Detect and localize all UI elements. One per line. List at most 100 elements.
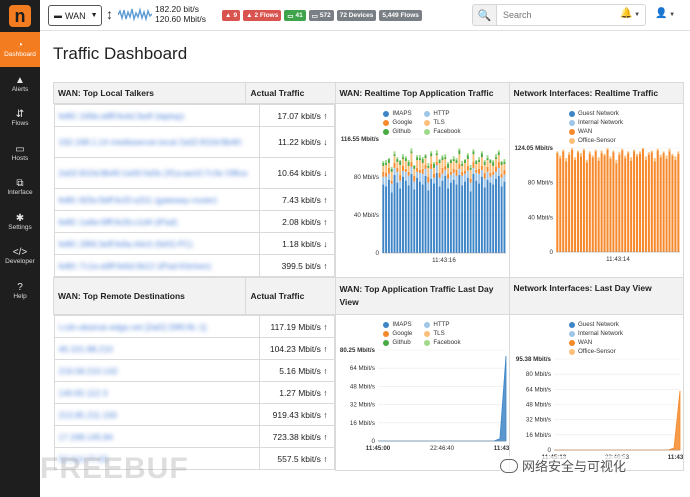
- host-link[interactable]: 52.114.77.33: [58, 453, 108, 464]
- bar-segment: [390, 180, 393, 184]
- traffic-value-cell: 7.43 kbit/s ↑: [258, 188, 335, 211]
- bar-segment: [469, 169, 472, 179]
- remote-dest-body: l.cdn-akamai-edge.net [2a02:26f0:fb::1]1…: [53, 315, 336, 470]
- sidebar-item-hosts[interactable]: ▭ Hosts: [0, 136, 40, 171]
- area-series: [377, 355, 506, 442]
- host-link[interactable]: l.cdn-akamai-edge.net [2a02:26f0:fb::1]: [58, 321, 207, 332]
- notifications-button[interactable]: 🔔 ▼: [620, 8, 640, 19]
- legend-item[interactable]: Google: [383, 330, 412, 337]
- bar-segment: [424, 175, 426, 253]
- legend-item[interactable]: IMAPS: [383, 110, 412, 117]
- bar-segment: [415, 171, 418, 178]
- top-talkers-body: fe80::169e:a8ff:fe4d:3a4f (laptop) 17.07 …: [53, 104, 336, 278]
- sidebar-item-help[interactable]: ? Help: [0, 274, 40, 309]
- legend-label: IMAPS: [392, 321, 412, 328]
- legend-item[interactable]: Office-Sensor: [568, 348, 623, 355]
- sidebar-item-dashboard[interactable]: ◔ Dashboard: [0, 32, 40, 67]
- host-link[interactable]: 46.101.88.210: [58, 343, 113, 354]
- legend-item[interactable]: Office-Sensor: [568, 137, 623, 144]
- legend-item[interactable]: Github: [383, 128, 412, 135]
- host-name-cell[interactable]: fe80::169e:a8ff:fe4d:3a4f (laptop): [53, 104, 260, 127]
- bar-segment: [486, 179, 488, 253]
- legend-item[interactable]: Guest Network: [568, 321, 623, 328]
- legend-item[interactable]: Facebook: [424, 128, 461, 135]
- legend-item[interactable]: WAN: [568, 128, 623, 135]
- interface-select-value: WAN: [65, 10, 86, 21]
- user-menu-button[interactable]: 👤 ▼: [655, 8, 675, 19]
- bar-segment: [617, 152, 620, 155]
- host-name-cell[interactable]: 17.248.145.84: [53, 425, 260, 448]
- ntop-logo[interactable]: n: [0, 0, 40, 32]
- host-link[interactable]: fe80::7c1e:a9ff:fe6d:0b12 (iPad-Kitchen): [58, 260, 211, 271]
- throughput-sparkline: [118, 7, 152, 22]
- legend-item[interactable]: HTTP: [424, 321, 460, 328]
- bar-segment: [387, 158, 390, 160]
- host-name-cell[interactable]: 192.168.1.14 mediaserver.local 2a02:810d…: [53, 126, 260, 158]
- host-link[interactable]: 2a02:810d:8b40:1e00:5d3c:2f1a:aa10:7c3e …: [58, 168, 248, 178]
- legend-item[interactable]: IMAPS: [383, 321, 412, 328]
- bar-segment: [471, 154, 474, 163]
- host-name-cell[interactable]: fe80::7c1e:a9ff:fe6d:0b12 (iPad-Kitchen): [53, 254, 260, 277]
- legend-item[interactable]: Google: [383, 119, 412, 126]
- legend-swatch: [568, 330, 575, 337]
- traffic-value-cell: 399.5 bit/s ↑: [258, 254, 335, 277]
- host-name-cell[interactable]: l.cdn-akamai-edge.net [2a02:26f0:fb::1]: [53, 315, 260, 338]
- bar-segment: [591, 155, 594, 158]
- host-link[interactable]: 216.58.210.142: [58, 365, 118, 376]
- host-name-cell[interactable]: 140.82.112.3: [53, 381, 260, 404]
- status-badge[interactable]: 72 Devices: [336, 10, 377, 21]
- legend-item[interactable]: TLS: [424, 119, 460, 126]
- host-name-cell[interactable]: 216.58.210.142: [53, 359, 260, 382]
- status-badge[interactable]: ▲ 9: [222, 10, 241, 21]
- status-badge[interactable]: ▭ 41: [284, 10, 306, 21]
- bar-segment: [594, 151, 597, 252]
- host-link[interactable]: 192.168.1.14 mediaserver.local 2a02:810d…: [58, 137, 243, 147]
- legend-label: Guest Network: [577, 110, 619, 117]
- bar-segment: [429, 153, 432, 157]
- bar-segment: [426, 190, 429, 253]
- legend-item[interactable]: TLS: [424, 330, 460, 337]
- host-name-cell[interactable]: 46.101.88.210: [53, 337, 260, 360]
- status-badge[interactable]: ▭ 572: [308, 10, 334, 21]
- host-name-cell[interactable]: fe80::82fa:5bff:fe20:a311 (gateway-route…: [53, 188, 260, 211]
- search-input[interactable]: [496, 4, 646, 26]
- arrow-down-icon: ↓: [320, 137, 328, 147]
- host-link[interactable]: fe80::1a6e:6fff:fe2b:c1d4 (iPad): [58, 216, 178, 227]
- bar-segment: [381, 184, 384, 253]
- host-name-cell[interactable]: fe80::1a6e:6fff:fe2b:c1d4 (iPad): [53, 210, 260, 233]
- traffic-value-cell: 117.19 Mbit/s ↑: [258, 315, 335, 338]
- bell-icon: 🔔: [620, 8, 633, 19]
- host-name-cell[interactable]: 52.114.77.33: [53, 447, 260, 470]
- legend-item[interactable]: Facebook: [424, 339, 461, 346]
- legend-item[interactable]: WAN: [568, 339, 623, 346]
- host-name-cell[interactable]: 213.95.211.100: [53, 403, 260, 426]
- status-badge[interactable]: ▲ 2 Flows: [243, 10, 282, 21]
- bar-segment: [469, 182, 472, 192]
- host-link[interactable]: fe80::169e:a8ff:fe4d:3a4f (laptop): [58, 110, 185, 121]
- host-link[interactable]: 213.95.211.100: [58, 409, 117, 420]
- realtime-iface-chart-cell: Guest Network Internal Network WAN Office-S…: [508, 103, 684, 278]
- legend-item[interactable]: HTTP: [424, 110, 460, 117]
- legend-swatch: [383, 330, 390, 337]
- host-link[interactable]: fe80::82fa:5bff:fe20:a311 (gateway-route…: [58, 194, 217, 205]
- host-link[interactable]: 140.82.112.3: [58, 387, 108, 398]
- bar-segment: [446, 188, 449, 253]
- sidebar-item-flows[interactable]: ⇵ Flows: [0, 101, 40, 136]
- sidebar-item-interface[interactable]: ⧉ Interface: [0, 170, 40, 205]
- sidebar-item-alerts[interactable]: ▲ Alerts: [0, 67, 40, 102]
- legend-item[interactable]: Internal Network: [568, 330, 623, 337]
- legend-item[interactable]: Guest Network: [568, 110, 623, 117]
- host-link[interactable]: 17.248.145.84: [58, 431, 113, 442]
- bar-segment: [401, 159, 404, 166]
- status-badge[interactable]: 5,449 Flows: [379, 10, 422, 21]
- host-name-cell[interactable]: fe80::28f4:3eff:fe9a:44c0 (NAS-PC): [53, 232, 260, 255]
- search-button[interactable]: 🔍: [472, 4, 496, 26]
- host-name-cell[interactable]: 2a02:810d:8b40:1e00:5d3c:2f1a:aa10:7c3e …: [53, 157, 260, 189]
- sidebar-item-developer[interactable]: </> Developer: [0, 239, 40, 274]
- sidebar-item-settings[interactable]: ✱ Settings: [0, 205, 40, 240]
- interface-select[interactable]: ▬ WAN ▼: [48, 5, 102, 26]
- legend-item[interactable]: Internal Network: [568, 119, 623, 126]
- host-link[interactable]: fe80::28f4:3eff:fe9a:44c0 (NAS-PC): [58, 238, 193, 249]
- legend-item[interactable]: Github: [383, 339, 412, 346]
- y-tick-label: 40 Mbit/s: [527, 214, 552, 221]
